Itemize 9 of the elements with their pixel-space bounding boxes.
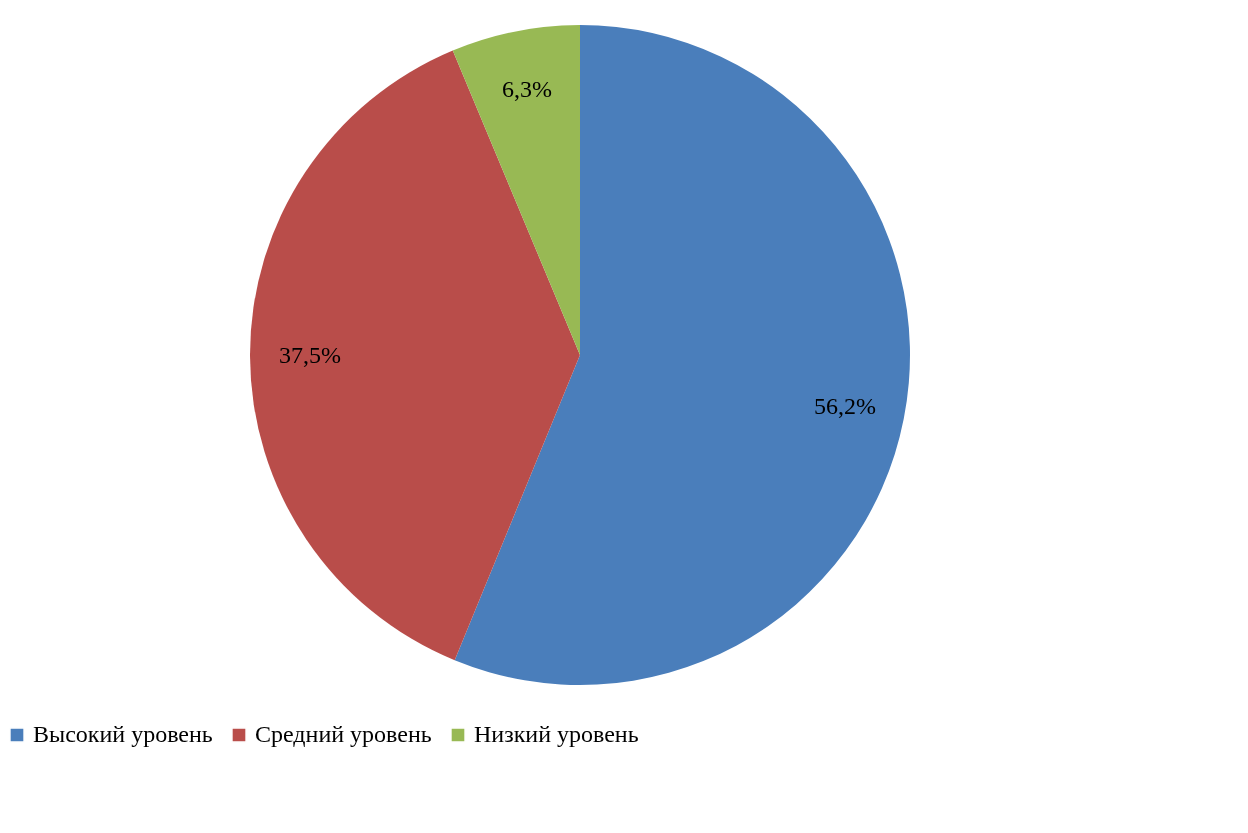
legend-label: Высокий уровень [33,721,213,747]
data-label: 56,2% [813,393,876,420]
pie-slice [250,50,580,661]
data-label: 37,5% [279,341,341,368]
pie-slice [454,25,910,685]
pie-slice [452,25,580,355]
data-label: 6,3% [501,76,552,103]
legend-label: Средний уровень [255,721,432,747]
legend-label: Низкий уровень [474,721,639,747]
